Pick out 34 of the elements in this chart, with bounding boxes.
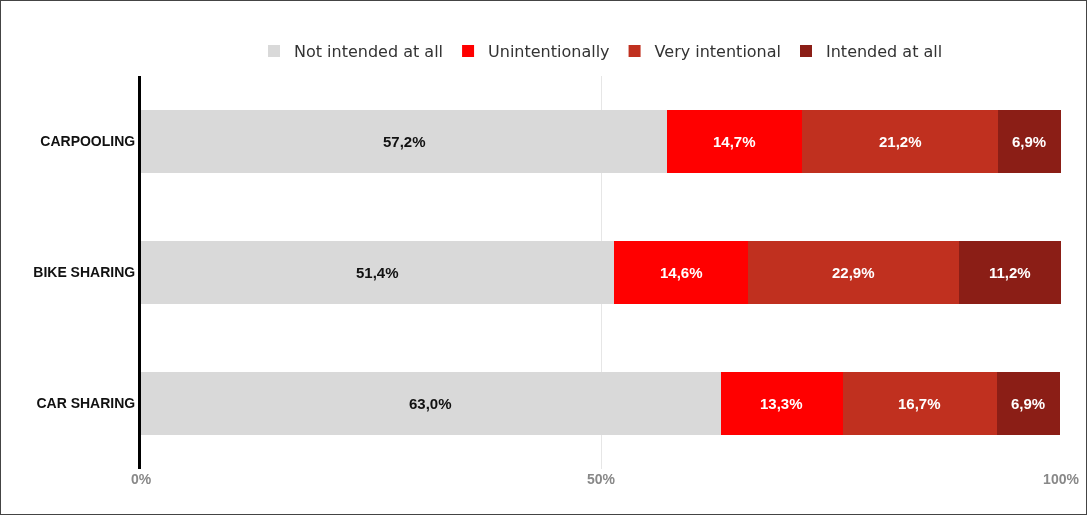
y-tick-label: CARPOOLING — [40, 133, 136, 150]
data-label: 51,4% — [356, 264, 399, 281]
bar — [802, 110, 998, 173]
bar — [667, 110, 803, 173]
data-label: 57,2% — [383, 133, 426, 150]
legend-label: Not intended at all — [294, 42, 444, 62]
x-tick-label: 50% — [586, 471, 616, 487]
data-label: 63,0% — [409, 395, 452, 412]
data-label: 21,2% — [879, 133, 922, 150]
x-tick-label: 100% — [1043, 471, 1080, 487]
y-tick-label: BIKE SHARING — [33, 264, 136, 281]
legend-label: Intended at all — [826, 42, 943, 62]
data-label: 14,6% — [660, 264, 703, 281]
bar — [996, 372, 1061, 435]
bar — [141, 241, 614, 304]
bar — [748, 241, 959, 304]
data-label: 13,3% — [760, 395, 803, 412]
legend-label: Very intentional — [654, 42, 781, 62]
data-label: 11,2% — [989, 264, 1031, 281]
data-label: 14,7% — [713, 133, 756, 150]
data-label: 16,7% — [898, 395, 941, 412]
legend-label: Unintentionally — [488, 42, 610, 62]
bar — [141, 372, 721, 435]
bar — [997, 110, 1061, 173]
y-tick-label: CAR SHARING — [36, 395, 136, 412]
bar — [613, 241, 749, 304]
bar — [141, 110, 668, 173]
bar — [842, 372, 997, 435]
bar — [958, 241, 1061, 304]
data-label: 6,9% — [1012, 133, 1047, 150]
data-label: 6,9% — [1011, 395, 1046, 412]
x-tick-label: 0% — [130, 471, 152, 487]
bar — [720, 372, 843, 435]
data-label: 22,9% — [832, 264, 875, 281]
